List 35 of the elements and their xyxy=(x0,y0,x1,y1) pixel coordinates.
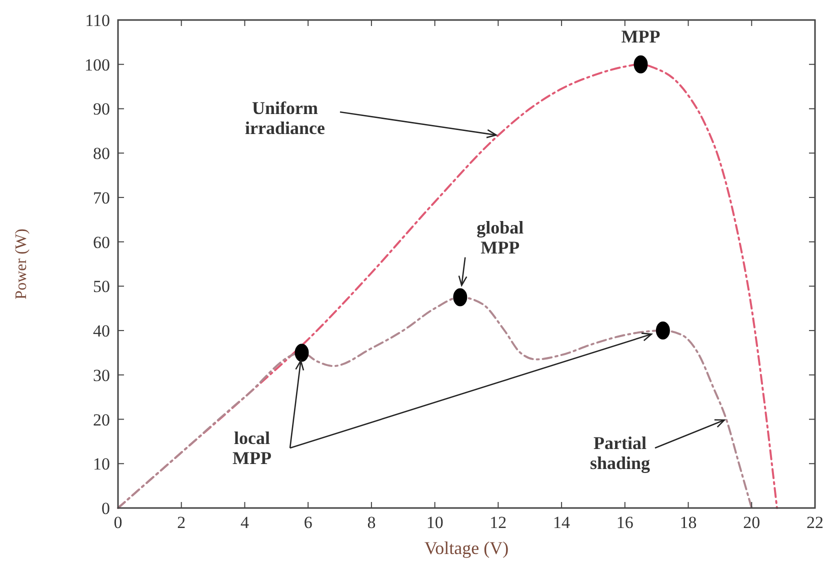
y-tick-label: 40 xyxy=(93,322,110,341)
x-tick-label: 8 xyxy=(367,513,376,532)
x-axis-title: Voltage (V) xyxy=(424,538,509,558)
y-tick-label: 70 xyxy=(93,188,110,208)
annotation: local MPP xyxy=(232,428,272,468)
point xyxy=(656,322,670,340)
y-tick-label: 110 xyxy=(85,11,110,30)
x-tick-label: 10 xyxy=(426,513,444,532)
x-tick-label: 6 xyxy=(304,513,312,532)
point xyxy=(634,55,648,74)
y-tick-label: 50 xyxy=(93,277,110,296)
y-tick-label: 20 xyxy=(93,410,110,430)
y-axis-title: Power (W) xyxy=(13,228,30,300)
y-tick-label: 90 xyxy=(93,100,110,119)
x-tick-label: 12 xyxy=(490,513,507,532)
x-tick-label: 18 xyxy=(680,513,697,532)
point xyxy=(453,288,468,306)
x-tick-label: 4 xyxy=(240,513,250,532)
y-tick-label: 0 xyxy=(102,499,110,518)
y-tick-label: 100 xyxy=(84,55,110,74)
y-tick-label: 60 xyxy=(93,232,110,252)
x-tick-label: 22 xyxy=(806,513,824,532)
x-tick-label: 16 xyxy=(616,513,634,532)
annotation: Uniform irradiance xyxy=(245,98,325,138)
x-tick-label: 2 xyxy=(177,513,186,532)
x-tick-label: 20 xyxy=(743,513,760,532)
annotation: MPP xyxy=(621,26,660,46)
y-tick-label: 80 xyxy=(93,144,110,164)
y-tick-label: 30 xyxy=(93,366,110,385)
annotation: Partial shading xyxy=(590,433,650,473)
x-tick-label: 0 xyxy=(114,513,122,532)
y-tick-label: 10 xyxy=(93,454,110,474)
x-tick-label: 14 xyxy=(553,513,571,532)
point xyxy=(294,344,309,362)
annotation: global MPP xyxy=(476,217,524,258)
